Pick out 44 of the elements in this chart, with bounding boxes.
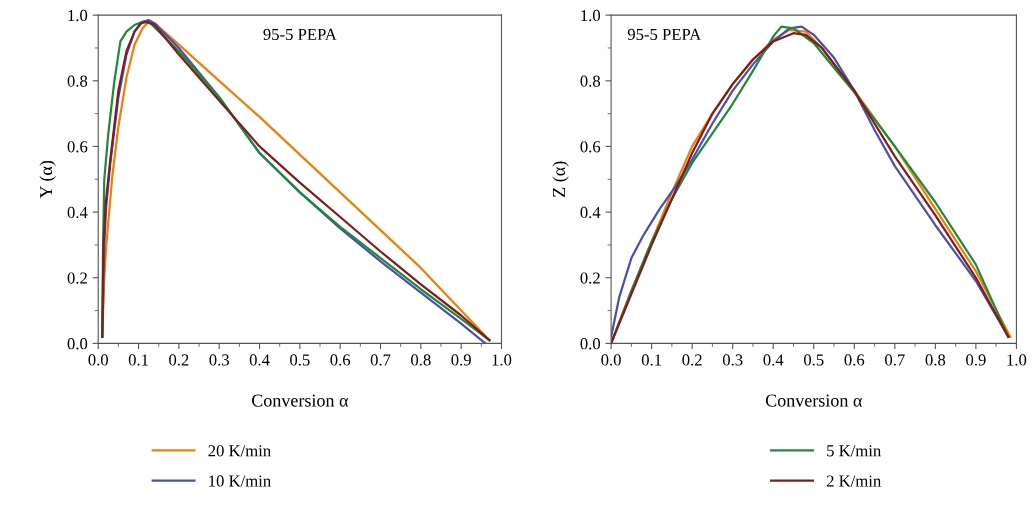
- y-tick-label: 0.4: [580, 206, 601, 219]
- y-axis-title: Z (α): [552, 161, 569, 197]
- x-tick-label: 0.5: [803, 354, 824, 366]
- x-axis-title: Conversion α: [765, 394, 862, 407]
- y-tick-label: 0.8: [67, 75, 88, 87]
- y-tick-label: 0.6: [580, 141, 601, 153]
- y-axis-title: Y (α): [39, 160, 56, 199]
- x-axis-title: Conversion α: [251, 394, 349, 407]
- x-tick-label: 0.0: [88, 354, 109, 366]
- legend-label: 2 K/min: [826, 475, 882, 487]
- y-tick-label: 0.0: [580, 338, 601, 350]
- y-tick-label: 0.6: [67, 141, 88, 153]
- x-tick-label: 0.2: [682, 354, 702, 366]
- x-tick-label: 0.0: [601, 354, 621, 366]
- x-tick-label: 0.2: [169, 354, 189, 366]
- x-tick-label: 0.7: [885, 354, 905, 366]
- x-tick-label: 0.3: [722, 354, 743, 366]
- x-tick-label: 0.9: [451, 354, 471, 366]
- annotation: 95-5 PEPA: [627, 28, 702, 41]
- x-tick-label: 0.9: [966, 354, 986, 366]
- legend-label: 20 K/min: [208, 445, 271, 457]
- y-tick-label: 1.0: [581, 9, 601, 22]
- x-tick-label: 0.6: [844, 354, 865, 366]
- y-tick-label: 0.2: [580, 272, 600, 284]
- y-tick-label: 0.0: [67, 338, 88, 350]
- annotation: 95-5 PEPA: [263, 28, 337, 41]
- x-tick-label: 0.8: [411, 354, 431, 366]
- legend-label: 10 K/min: [209, 475, 271, 487]
- x-tick-label: 0.1: [128, 354, 148, 366]
- legend-label: 5 K/min: [827, 445, 882, 457]
- x-tick-label: 1.0: [492, 354, 512, 366]
- x-tick-label: 0.6: [330, 354, 351, 366]
- x-tick-label: 0.1: [641, 354, 662, 366]
- y-tick-label: 1.0: [68, 9, 88, 22]
- x-tick-label: 1.0: [1007, 354, 1027, 366]
- y-tick-label: 0.4: [67, 206, 88, 219]
- x-tick-label: 0.4: [763, 354, 784, 366]
- x-tick-label: 0.3: [209, 354, 229, 366]
- y-tick-label: 0.8: [580, 75, 601, 87]
- x-tick-label: 0.4: [249, 354, 270, 366]
- x-tick-label: 0.5: [290, 354, 310, 366]
- x-tick-label: 0.7: [370, 354, 391, 366]
- y-tick-label: 0.2: [67, 272, 87, 284]
- x-tick-label: 0.8: [925, 354, 946, 366]
